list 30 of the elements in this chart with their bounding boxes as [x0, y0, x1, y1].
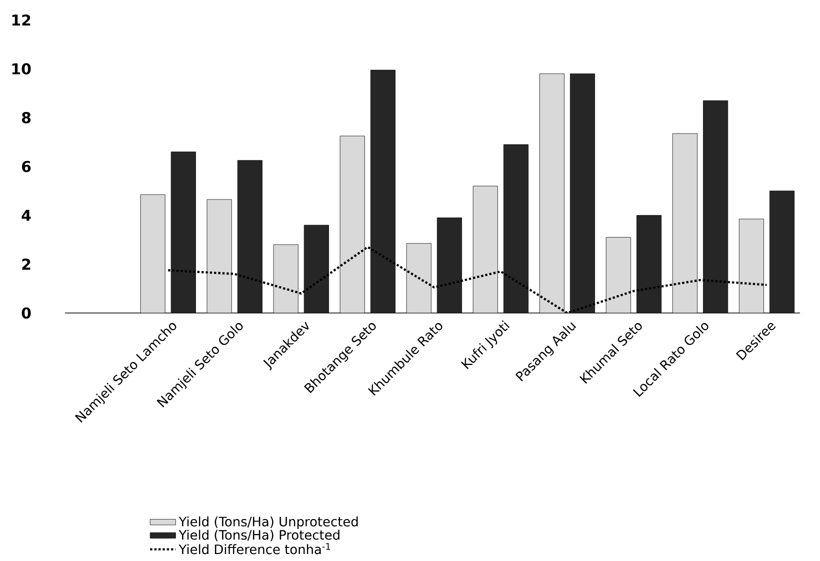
y-tick-label: 8	[22, 112, 31, 124]
bar	[703, 100, 728, 313]
y-tick-label: 6	[22, 160, 31, 172]
bar	[370, 70, 396, 313]
bar	[206, 199, 232, 313]
bar	[406, 243, 432, 313]
y-tick-label: 12	[12, 14, 30, 26]
bar	[170, 152, 196, 313]
bar	[539, 74, 564, 313]
legend-label: Yield Difference tonha$^{-1}$	[178, 543, 330, 554]
bar	[140, 194, 166, 313]
bar	[340, 136, 365, 313]
bar	[304, 224, 329, 313]
bar	[436, 218, 462, 313]
bar	[770, 190, 795, 313]
bar	[672, 133, 698, 313]
legend-label: Yield (Tons/Ha) Unprotected	[178, 516, 358, 529]
bar	[606, 237, 631, 313]
bar	[738, 218, 764, 313]
bar	[237, 160, 262, 313]
bar	[472, 186, 498, 313]
bar	[503, 144, 528, 313]
legend-label: Yield (Tons/Ha) Protected	[178, 530, 340, 542]
y-tick-label: 2	[22, 258, 30, 270]
bar	[570, 74, 595, 313]
bar	[273, 244, 298, 313]
y-tick-label: 0	[22, 307, 31, 319]
y-tick-label: 4	[22, 210, 31, 221]
bar	[636, 215, 662, 313]
y-tick-label: 10	[12, 63, 31, 74]
